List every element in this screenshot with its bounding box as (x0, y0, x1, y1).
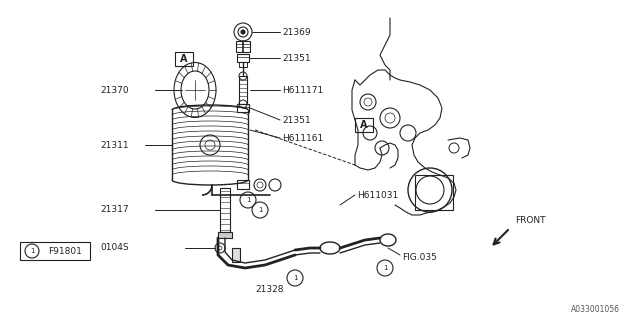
Text: 21328: 21328 (256, 285, 284, 294)
Bar (415, 175, 453, 210)
Text: FRONT: FRONT (515, 216, 545, 225)
Text: 1: 1 (246, 197, 250, 203)
Bar (20, 242, 90, 260)
Text: 1: 1 (383, 265, 387, 271)
Bar (232, 248, 240, 262)
Text: 21370: 21370 (100, 85, 129, 94)
Bar (237, 54, 249, 62)
Bar (237, 104, 249, 112)
Bar (355, 118, 373, 132)
Text: 21351: 21351 (282, 116, 310, 124)
Text: 21317: 21317 (100, 205, 129, 214)
Bar (239, 76, 247, 104)
Text: 0104S: 0104S (100, 244, 129, 252)
Bar (220, 188, 230, 232)
Bar (236, 41, 250, 52)
Text: 1: 1 (292, 275, 297, 281)
Bar (237, 180, 249, 189)
Text: 1: 1 (258, 207, 262, 213)
Text: A033001056: A033001056 (571, 306, 620, 315)
Text: H611031: H611031 (357, 190, 398, 199)
Text: H611171: H611171 (282, 85, 323, 94)
Text: A: A (180, 54, 188, 64)
Text: 21311: 21311 (100, 140, 129, 149)
Text: 21369: 21369 (282, 28, 310, 36)
Text: FIG.035: FIG.035 (402, 253, 437, 262)
Circle shape (241, 30, 245, 34)
Bar (239, 62, 247, 67)
Bar (175, 52, 193, 66)
Text: 21351: 21351 (282, 53, 310, 62)
Text: H611161: H611161 (282, 133, 323, 142)
Text: A: A (360, 120, 368, 130)
Text: F91801: F91801 (48, 246, 82, 255)
Bar (218, 232, 232, 238)
Text: 1: 1 (29, 248, 35, 254)
